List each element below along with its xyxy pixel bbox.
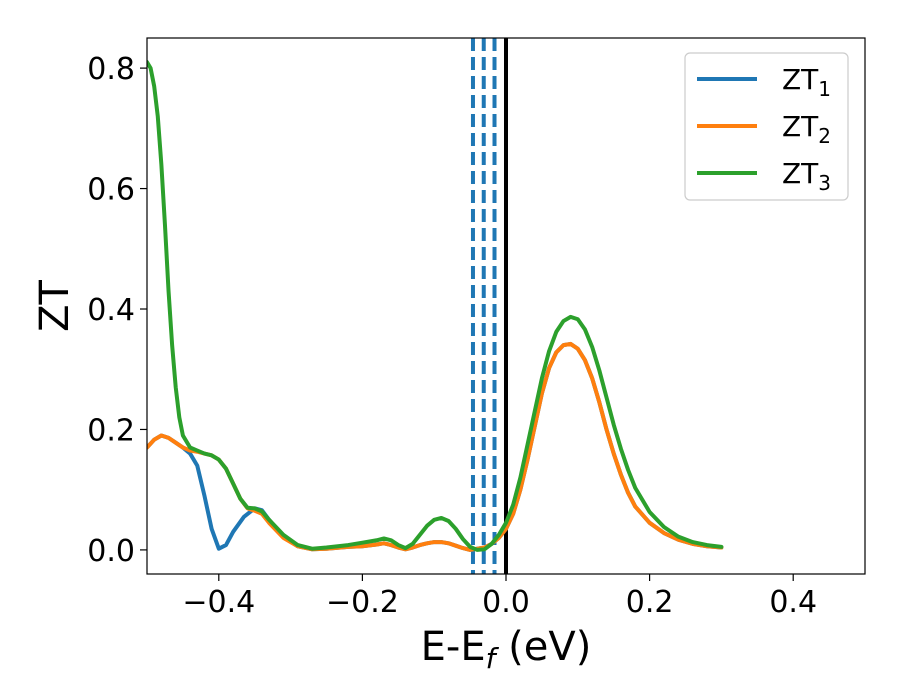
x-tick-label: 0.2 xyxy=(626,585,674,620)
x-axis-label-main: E-E xyxy=(421,624,486,670)
series-line-ZT3 xyxy=(147,60,724,552)
y-tick-label: 0.8 xyxy=(87,52,135,87)
legend-items: ZT1 ZT2 ZT3 xyxy=(697,63,831,195)
y-tick-label: 0.4 xyxy=(87,293,135,328)
y-axis-ticks: 0.0 0.2 0.4 0.6 0.8 xyxy=(87,52,147,569)
x-axis-label: E-Ef (eV) xyxy=(421,624,592,675)
x-tick-label: 0.4 xyxy=(769,585,817,620)
x-axis-ticks: −0.4 −0.2 0.0 0.2 0.4 xyxy=(182,574,817,620)
x-axis-label-rest: (eV) xyxy=(495,624,591,670)
legend-box xyxy=(684,52,849,201)
legend-label-ZT3: ZT3 xyxy=(782,157,831,195)
x-tick-label: −0.4 xyxy=(182,585,255,620)
y-tick-label: 0.0 xyxy=(87,534,135,569)
legend-label-ZT1: ZT1 xyxy=(782,63,831,101)
legend: ZT1 ZT2 ZT3 xyxy=(684,52,849,201)
x-tick-label: −0.2 xyxy=(326,585,399,620)
y-tick-label: 0.6 xyxy=(87,173,135,208)
y-tick-label: 0.2 xyxy=(87,413,135,448)
reference-lines xyxy=(470,38,508,574)
y-axis-label: ZT xyxy=(32,280,78,332)
legend-label-ZT2: ZT2 xyxy=(782,110,831,148)
series-lines xyxy=(147,60,724,552)
x-tick-label: 0.0 xyxy=(482,585,530,620)
